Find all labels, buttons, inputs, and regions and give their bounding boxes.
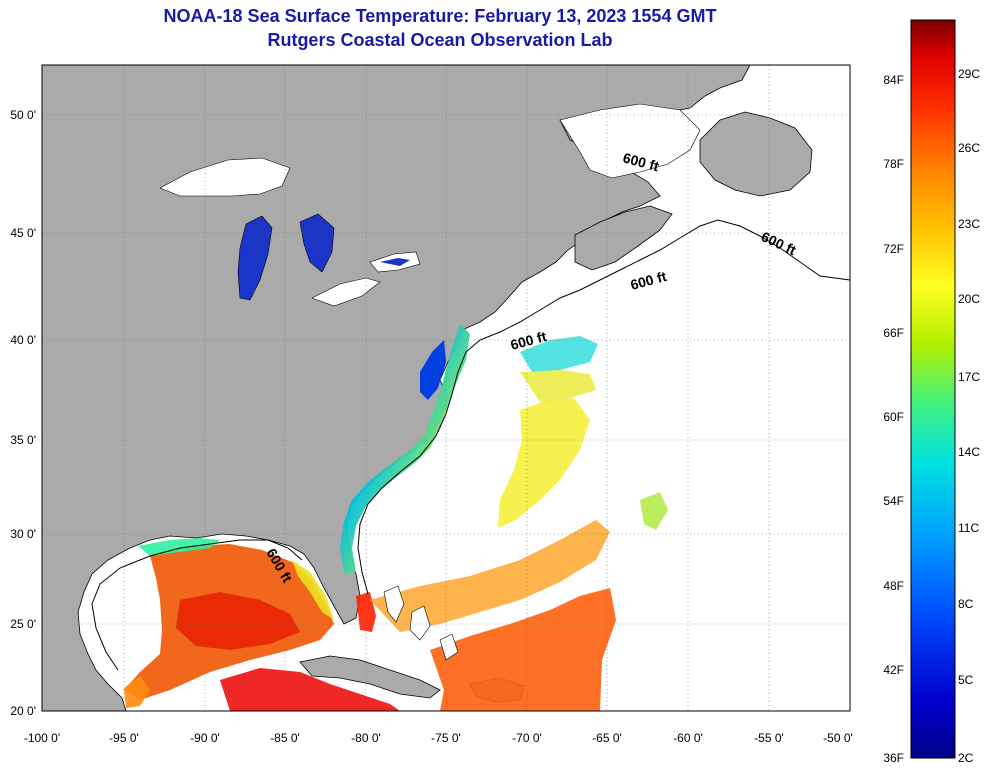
colorbar-f-label: 36F bbox=[883, 751, 904, 765]
colorbar-c-label: 17C bbox=[958, 370, 980, 384]
y-tick-label: 40 0' bbox=[10, 333, 36, 347]
ice-gulf-st-lawrence bbox=[559, 103, 701, 179]
x-tick-label: -100 0' bbox=[24, 731, 60, 745]
colorbar-f-label: 42F bbox=[883, 663, 904, 677]
x-tick-label: -85 0' bbox=[270, 731, 300, 745]
colorbar-f-label: 72F bbox=[883, 242, 904, 256]
colorbar-c-label: 23C bbox=[958, 217, 980, 231]
land-newfoundland bbox=[699, 111, 813, 197]
sst-gulf-north-shelf bbox=[138, 538, 220, 556]
lake-huron bbox=[299, 213, 335, 273]
lake-ontario-water bbox=[380, 258, 410, 266]
sst-atlantic-south bbox=[430, 588, 616, 711]
colorbar-c-label: 29C bbox=[958, 67, 980, 81]
colorbar-c-label: 11C bbox=[958, 521, 979, 535]
colorbar-f-label: 60F bbox=[883, 410, 904, 424]
colorbar-gradient bbox=[910, 19, 956, 759]
x-tick-label: -70 0' bbox=[512, 731, 542, 745]
x-tick-label: -95 0' bbox=[109, 731, 139, 745]
colorbar-c-label: 5C bbox=[958, 673, 974, 687]
sst-caribbean bbox=[220, 668, 400, 711]
map-title: NOAA-18 Sea Surface Temperature: Februar… bbox=[163, 6, 717, 26]
y-axis: 50 0' 45 0' 40 0' 35 0' 30 0' 25 0' 20 0… bbox=[10, 108, 36, 718]
y-tick-label: 30 0' bbox=[10, 527, 36, 541]
x-tick-label: -50 0' bbox=[823, 731, 853, 745]
colorbar-c-label: 20C bbox=[958, 292, 980, 306]
y-tick-label: 50 0' bbox=[10, 108, 36, 122]
x-tick-label: -65 0' bbox=[592, 731, 622, 745]
colorbar-c-label: 14C bbox=[958, 445, 980, 459]
colorbar: 84F 78F 72F 66F 60F 54F 48F 42F 36F 29C … bbox=[883, 19, 980, 765]
sst-gulf-core bbox=[176, 592, 300, 650]
sst-offshore-green bbox=[640, 492, 668, 530]
contour-600ft bbox=[357, 219, 850, 595]
sst-florida-shelf bbox=[292, 560, 334, 620]
sst-gulf-stream bbox=[498, 398, 590, 528]
sst-florida-current bbox=[356, 592, 376, 632]
lake-erie bbox=[311, 277, 381, 307]
map-subtitle: Rutgers Coastal Ocean Observation Lab bbox=[267, 30, 613, 50]
colorbar-f-label: 66F bbox=[883, 326, 904, 340]
x-axis: -100 0' -95 0' -90 0' -85 0' -80 0' -75 … bbox=[24, 731, 853, 745]
colorbar-f-label: 78F bbox=[883, 157, 904, 171]
colorbar-c-label: 8C bbox=[958, 597, 974, 611]
y-tick-label: 35 0' bbox=[10, 433, 36, 447]
colorbar-c-label: 2C bbox=[958, 751, 974, 765]
contour-600ft-gulf bbox=[91, 539, 303, 671]
sst-slope-water bbox=[520, 336, 598, 372]
colorbar-f-label: 54F bbox=[883, 494, 904, 508]
sst-atlantic-mid bbox=[370, 520, 610, 632]
plot-border bbox=[41, 64, 851, 712]
sst-chesapeake bbox=[420, 340, 446, 400]
x-tick-label: -75 0' bbox=[431, 731, 461, 745]
y-tick-label: 25 0' bbox=[10, 617, 36, 631]
x-tick-label: -90 0' bbox=[190, 731, 220, 745]
sst-slope-yellow bbox=[520, 370, 596, 402]
x-tick-label: -80 0' bbox=[351, 731, 381, 745]
lake-michigan bbox=[237, 215, 273, 301]
land-cuba bbox=[299, 655, 441, 699]
colorbar-f-label: 84F bbox=[883, 73, 904, 87]
colorbar-f-label: 48F bbox=[883, 579, 904, 593]
x-tick-label: -55 0' bbox=[754, 731, 784, 745]
graticule bbox=[42, 65, 850, 711]
colorbar-c-label: 26C bbox=[958, 141, 980, 155]
sst-coastal-band bbox=[340, 324, 470, 574]
land-nova-scotia bbox=[574, 205, 673, 271]
sst-western-gulf bbox=[124, 676, 150, 708]
lake-superior bbox=[159, 157, 291, 197]
land-bahamas bbox=[383, 585, 459, 661]
y-tick-label: 45 0' bbox=[10, 226, 36, 240]
x-tick-label: -60 0' bbox=[673, 731, 703, 745]
y-tick-label: 20 0' bbox=[10, 704, 36, 718]
